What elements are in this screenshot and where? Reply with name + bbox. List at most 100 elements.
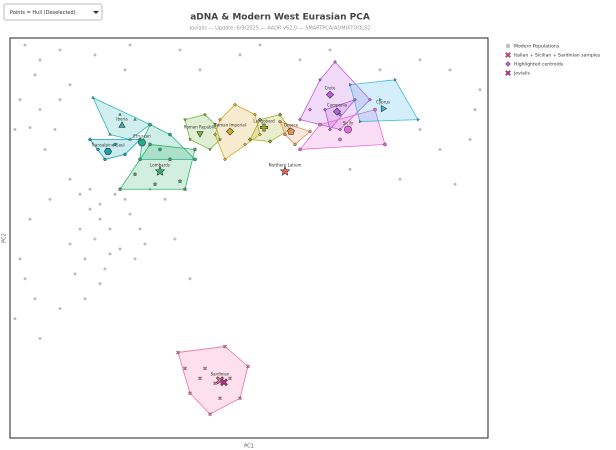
modern-point (173, 237, 177, 241)
sample-point (203, 366, 207, 371)
modern-point (298, 58, 302, 62)
sample-point (417, 117, 420, 122)
sample-point (132, 171, 138, 177)
sample-point (353, 97, 357, 102)
sample-point (117, 186, 123, 192)
centroid (332, 107, 342, 116)
modern-point (98, 202, 102, 206)
centroid-label: Northern Latium (269, 162, 302, 167)
sample-point (318, 122, 322, 127)
modern-point (328, 48, 332, 52)
sample-point (338, 127, 342, 132)
centroid-label: Transalpine Gaul (90, 142, 124, 147)
modern-point (78, 227, 82, 231)
sample-point (318, 77, 322, 82)
modern-point (128, 212, 132, 216)
modern-point (68, 83, 72, 87)
modern-point (438, 147, 442, 151)
dropdown-label[interactable]: Points = Hull (Deselected) (10, 10, 76, 16)
sample-point (223, 157, 227, 162)
sample-point (248, 137, 252, 142)
sample-point (359, 119, 362, 124)
modern-point (453, 182, 457, 186)
modern-point (73, 272, 77, 276)
modern-point (93, 53, 97, 57)
modern-point (43, 147, 47, 151)
sample-point (183, 366, 187, 371)
centroid (260, 123, 268, 132)
centroid-label: Roman Republic (184, 125, 216, 130)
sample-point (379, 97, 382, 102)
chart-subtitle: Jovialis — Update: 6/9/2025 — AADR v62.0… (189, 26, 371, 32)
modern-point (468, 137, 472, 141)
sample-point (138, 157, 142, 162)
centroid-label: Cyprus (376, 100, 390, 105)
modern-point (33, 73, 37, 77)
modern-point (163, 197, 167, 201)
modern-point (88, 207, 92, 211)
legend-marker (505, 61, 511, 67)
modern-point (88, 187, 92, 191)
modern-point (83, 297, 87, 301)
modern-point (478, 88, 482, 92)
centroid-label: Sicily (343, 121, 354, 126)
centroid-label: Lombards (150, 162, 170, 167)
sample-point (148, 122, 152, 127)
sample-point (192, 146, 198, 152)
sample-point (198, 376, 202, 381)
centroid (325, 90, 335, 99)
centroid-label: Greece (284, 123, 299, 128)
modern-point (68, 242, 72, 246)
modern-point (448, 68, 452, 72)
sample-point (123, 152, 127, 157)
sample-point (177, 178, 183, 184)
modern-point (83, 257, 87, 261)
sample-point (193, 157, 197, 162)
sample-point (208, 412, 212, 417)
centroid-label: Campania (327, 103, 348, 108)
modern-point (48, 197, 52, 201)
sample-point (203, 113, 207, 117)
hull (299, 61, 371, 130)
dropdown-arrow[interactable] (93, 11, 99, 14)
sample-point (213, 132, 217, 137)
modern-point (138, 227, 142, 231)
centroid (118, 121, 126, 128)
modern-point (118, 247, 122, 251)
sample-point (168, 132, 172, 137)
modern-point (28, 217, 32, 221)
dropdown[interactable] (3, 3, 103, 21)
legend-marker (505, 70, 511, 76)
modern-point (23, 43, 27, 47)
modern-point (28, 126, 32, 130)
modern-point (78, 192, 82, 196)
modern-point (348, 167, 352, 171)
centroid (225, 127, 235, 136)
sample-point (108, 132, 112, 136)
centroid (104, 148, 112, 155)
centroid (287, 127, 295, 135)
modern-point (398, 177, 402, 181)
sample-point (328, 127, 332, 132)
modern-point (58, 48, 62, 52)
modern-point (53, 128, 57, 132)
legend-marker (505, 43, 511, 49)
sample-point (338, 137, 342, 142)
modern-point (58, 98, 62, 102)
sample-point (147, 141, 153, 147)
modern-point (123, 197, 127, 201)
sample-point (88, 137, 92, 142)
sample-point (118, 112, 122, 116)
sample-point (213, 381, 217, 386)
modern-point (378, 68, 382, 72)
sample-point (323, 107, 327, 112)
x-axis-label: PC1 (244, 444, 254, 450)
sample-point (278, 112, 282, 117)
modern-point (473, 108, 477, 112)
sample-point (338, 112, 342, 117)
sample-point (218, 396, 222, 401)
modern-point (38, 108, 42, 112)
sample-point (368, 97, 372, 102)
modern-point (188, 277, 192, 281)
